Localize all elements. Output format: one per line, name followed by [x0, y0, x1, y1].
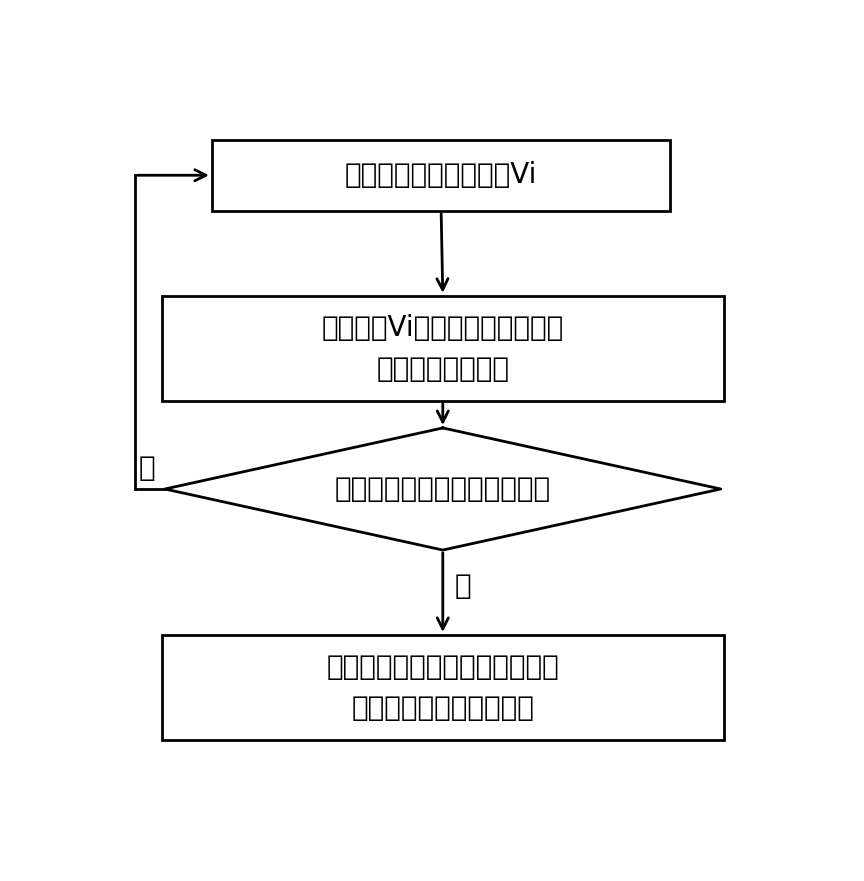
Text: 是: 是: [454, 572, 471, 600]
Bar: [162, 296, 724, 401]
Text: 根据设定的调整幅度或调整速度
降低用电设备的需求功率: 根据设定的调整幅度或调整速度 降低用电设备的需求功率: [327, 653, 559, 722]
Polygon shape: [165, 428, 721, 550]
Text: 否: 否: [138, 455, 155, 482]
Text: 获取电源输出的电压值Vi: 获取电源输出的电压值Vi: [345, 161, 537, 189]
Bar: [162, 635, 724, 740]
Text: 是否超出电压限值限定的范围: 是否超出电压限值限定的范围: [334, 475, 551, 503]
Text: 将电压值Vi与预先设定至少一组
电压限值进行比较: 将电压值Vi与预先设定至少一组 电压限值进行比较: [321, 314, 564, 383]
Bar: [212, 140, 670, 211]
